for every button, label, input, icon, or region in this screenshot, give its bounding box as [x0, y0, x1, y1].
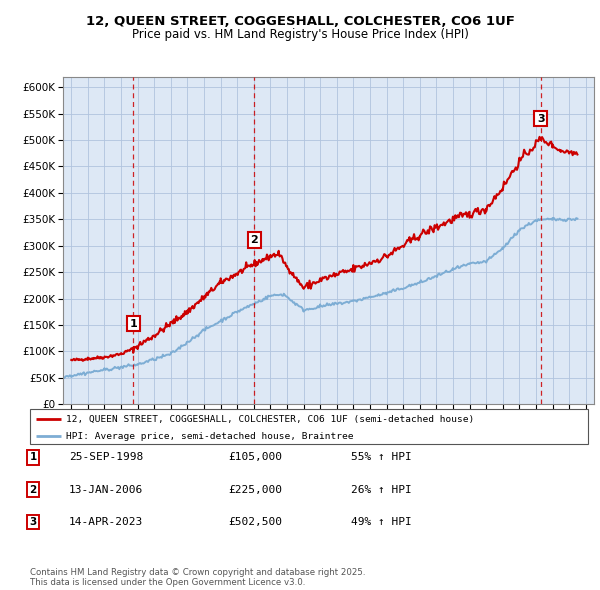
- Text: Contains HM Land Registry data © Crown copyright and database right 2025.
This d: Contains HM Land Registry data © Crown c…: [30, 568, 365, 587]
- Text: 1: 1: [130, 319, 137, 329]
- Text: 2: 2: [251, 235, 259, 245]
- Text: HPI: Average price, semi-detached house, Braintree: HPI: Average price, semi-detached house,…: [66, 432, 354, 441]
- Text: 14-APR-2023: 14-APR-2023: [69, 517, 143, 527]
- Text: 3: 3: [29, 517, 37, 527]
- Text: 25-SEP-1998: 25-SEP-1998: [69, 453, 143, 462]
- Text: 1: 1: [29, 453, 37, 462]
- Text: 55% ↑ HPI: 55% ↑ HPI: [351, 453, 412, 462]
- Text: 26% ↑ HPI: 26% ↑ HPI: [351, 485, 412, 494]
- Text: £105,000: £105,000: [228, 453, 282, 462]
- Text: 13-JAN-2006: 13-JAN-2006: [69, 485, 143, 494]
- Text: £225,000: £225,000: [228, 485, 282, 494]
- Text: Price paid vs. HM Land Registry's House Price Index (HPI): Price paid vs. HM Land Registry's House …: [131, 28, 469, 41]
- Text: 3: 3: [537, 113, 545, 123]
- Text: 12, QUEEN STREET, COGGESHALL, COLCHESTER, CO6 1UF: 12, QUEEN STREET, COGGESHALL, COLCHESTER…: [86, 15, 514, 28]
- Text: 49% ↑ HPI: 49% ↑ HPI: [351, 517, 412, 527]
- Text: 12, QUEEN STREET, COGGESHALL, COLCHESTER, CO6 1UF (semi-detached house): 12, QUEEN STREET, COGGESHALL, COLCHESTER…: [66, 415, 475, 424]
- Text: 2: 2: [29, 485, 37, 494]
- Text: £502,500: £502,500: [228, 517, 282, 527]
